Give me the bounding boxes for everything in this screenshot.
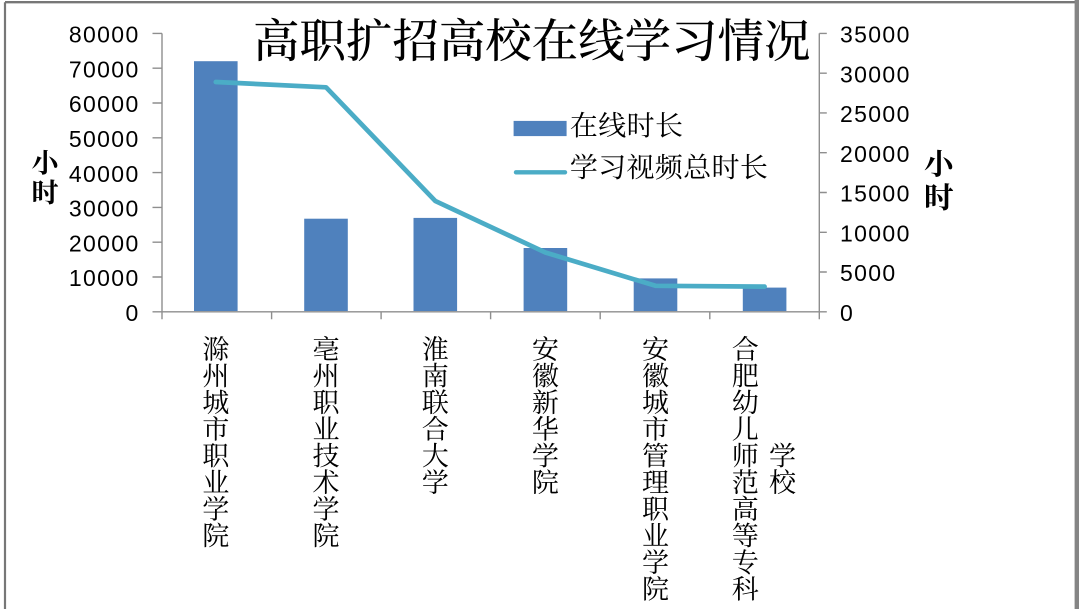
- svg-text:50000: 50000: [69, 126, 140, 152]
- svg-text:10000: 10000: [840, 221, 911, 247]
- svg-text:35000: 35000: [840, 22, 911, 48]
- svg-text:25000: 25000: [840, 101, 911, 127]
- svg-text:20000: 20000: [840, 141, 911, 167]
- svg-text:60000: 60000: [69, 91, 140, 117]
- svg-text:0: 0: [125, 300, 139, 326]
- svg-text:15000: 15000: [840, 181, 911, 207]
- svg-text:20000: 20000: [69, 230, 140, 256]
- svg-text:30000: 30000: [840, 61, 911, 87]
- svg-text:10000: 10000: [69, 265, 140, 291]
- svg-text:0: 0: [840, 300, 854, 326]
- svg-text:70000: 70000: [69, 56, 140, 82]
- svg-text:5000: 5000: [840, 260, 897, 286]
- svg-text:30000: 30000: [69, 196, 140, 222]
- svg-text:40000: 40000: [69, 161, 140, 187]
- svg-text:80000: 80000: [69, 22, 140, 48]
